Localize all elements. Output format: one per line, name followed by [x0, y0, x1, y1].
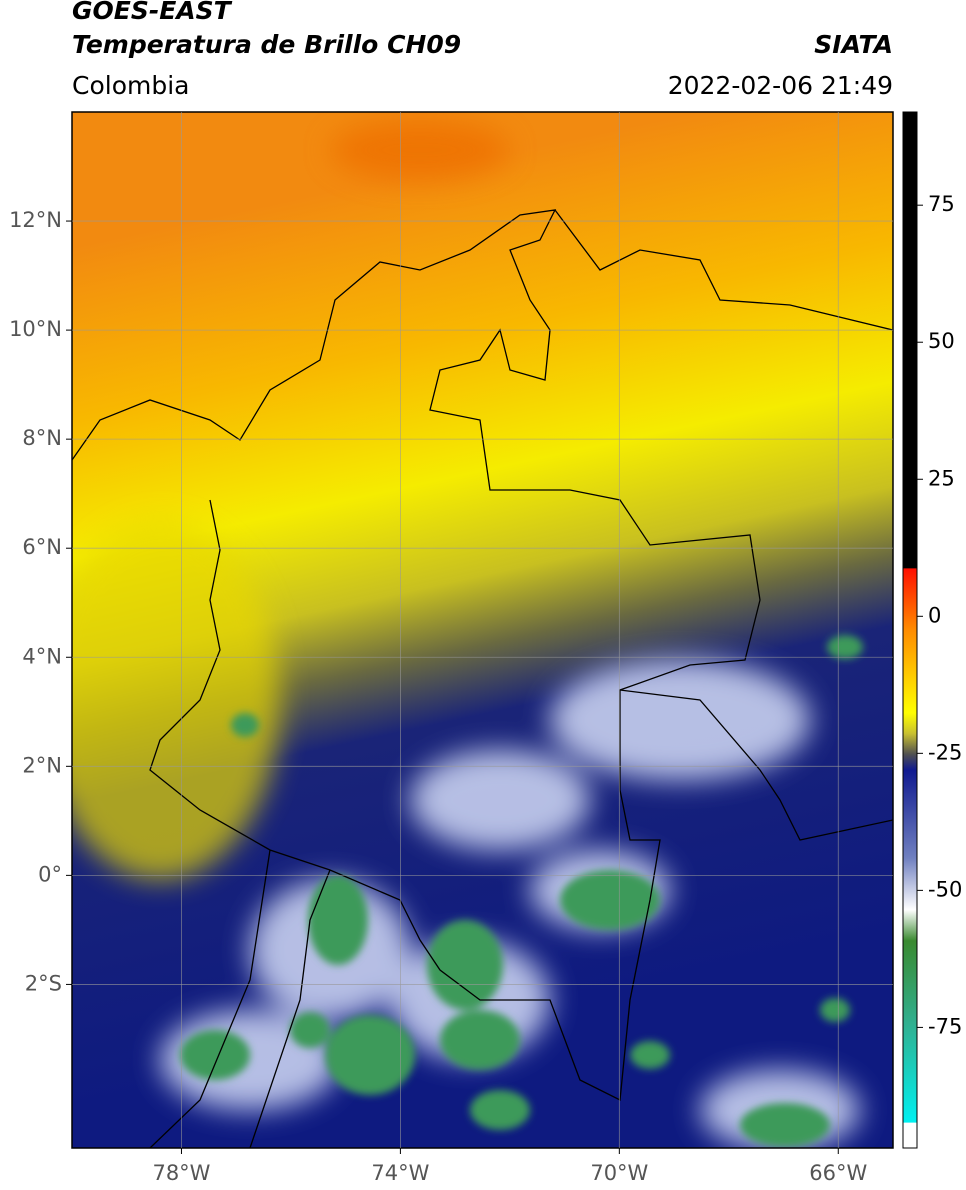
y-tick-label: 10°N: [9, 317, 62, 341]
colorbar: [902, 111, 918, 1149]
colorbar-tick-label: -50: [928, 877, 962, 901]
subtitle: Temperatura de Brillo CH09: [72, 30, 462, 59]
y-tick-label: 8°N: [22, 426, 62, 450]
colorbar-tick-label: 25: [928, 466, 955, 490]
colorbar-tick-label: 50: [928, 329, 955, 353]
y-tick-label: 12°N: [9, 208, 62, 232]
y-tick-label: 6°N: [22, 535, 62, 559]
colorbar-tick-label: -25: [928, 740, 962, 764]
colorbar-tick-label: 0: [928, 603, 941, 627]
x-tick-label: 70°W: [590, 1161, 648, 1185]
y-tick-label: 0°: [38, 862, 62, 886]
title: GOES-EAST: [72, 0, 231, 25]
colorbar-tick-label: 75: [928, 192, 955, 216]
y-tick-label: 4°N: [22, 644, 62, 668]
y-tick-label: 2°N: [22, 753, 62, 777]
x-tick-label: 74°W: [371, 1161, 429, 1185]
satellite-image: [72, 112, 893, 1148]
x-tick-label: 78°W: [152, 1161, 210, 1185]
region: Colombia: [72, 71, 190, 100]
colorbar-tick-label: -75: [928, 1014, 962, 1038]
y-tick-label: 2°S: [25, 971, 62, 995]
source: SIATA: [814, 30, 893, 59]
datetime: 2022-02-06 21:49: [667, 71, 893, 100]
x-tick-label: 66°W: [809, 1161, 867, 1185]
